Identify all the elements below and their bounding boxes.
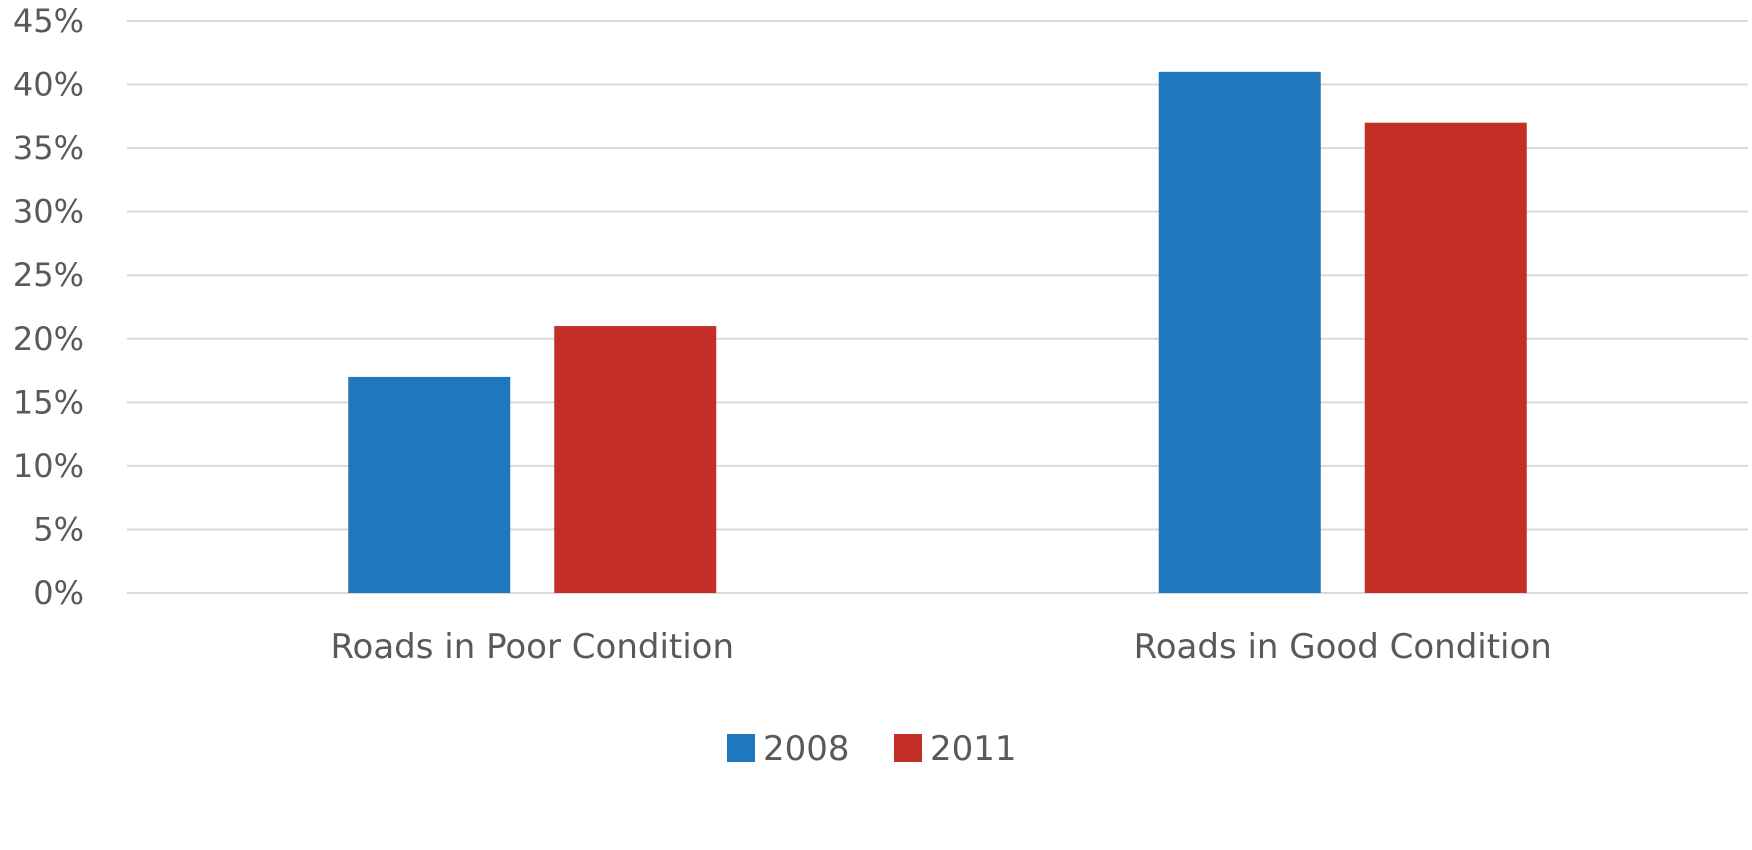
y-tick-label: 0% bbox=[33, 574, 84, 612]
y-tick-label: 30% bbox=[13, 193, 84, 231]
y-tick-label: 35% bbox=[13, 129, 84, 167]
bar-2008-2 bbox=[1158, 71, 1321, 594]
legend-label-2008: 2008 bbox=[763, 729, 850, 769]
legend-label-2011: 2011 bbox=[930, 729, 1017, 769]
y-tick-label: 40% bbox=[13, 66, 84, 104]
y-tick-label: 45% bbox=[13, 2, 84, 40]
x-category-label: Roads in Poor Condition bbox=[330, 627, 734, 667]
bar-2008-1 bbox=[348, 376, 511, 593]
y-tick-label: 25% bbox=[13, 256, 84, 294]
x-category-label: Roads in Good Condition bbox=[1134, 627, 1552, 667]
legend-swatch-2008 bbox=[727, 734, 755, 762]
y-tick-label: 15% bbox=[13, 383, 84, 421]
y-tick-label: 20% bbox=[13, 320, 84, 358]
y-tick-label: 5% bbox=[33, 510, 84, 548]
bars bbox=[348, 71, 1527, 594]
y-axis-ticks: 0% 5% 10% 15% 20% 25% 30% 35% 40% 45% bbox=[13, 2, 84, 612]
y-tick-label: 10% bbox=[13, 447, 84, 485]
bar-2011-2 bbox=[1364, 122, 1527, 593]
legend: 2008 2011 bbox=[727, 729, 1017, 769]
legend-swatch-2011 bbox=[894, 734, 922, 762]
x-axis-categories: Roads in Poor Condition Roads in Good Con… bbox=[330, 627, 1551, 667]
bar-2011-1 bbox=[554, 326, 717, 593]
